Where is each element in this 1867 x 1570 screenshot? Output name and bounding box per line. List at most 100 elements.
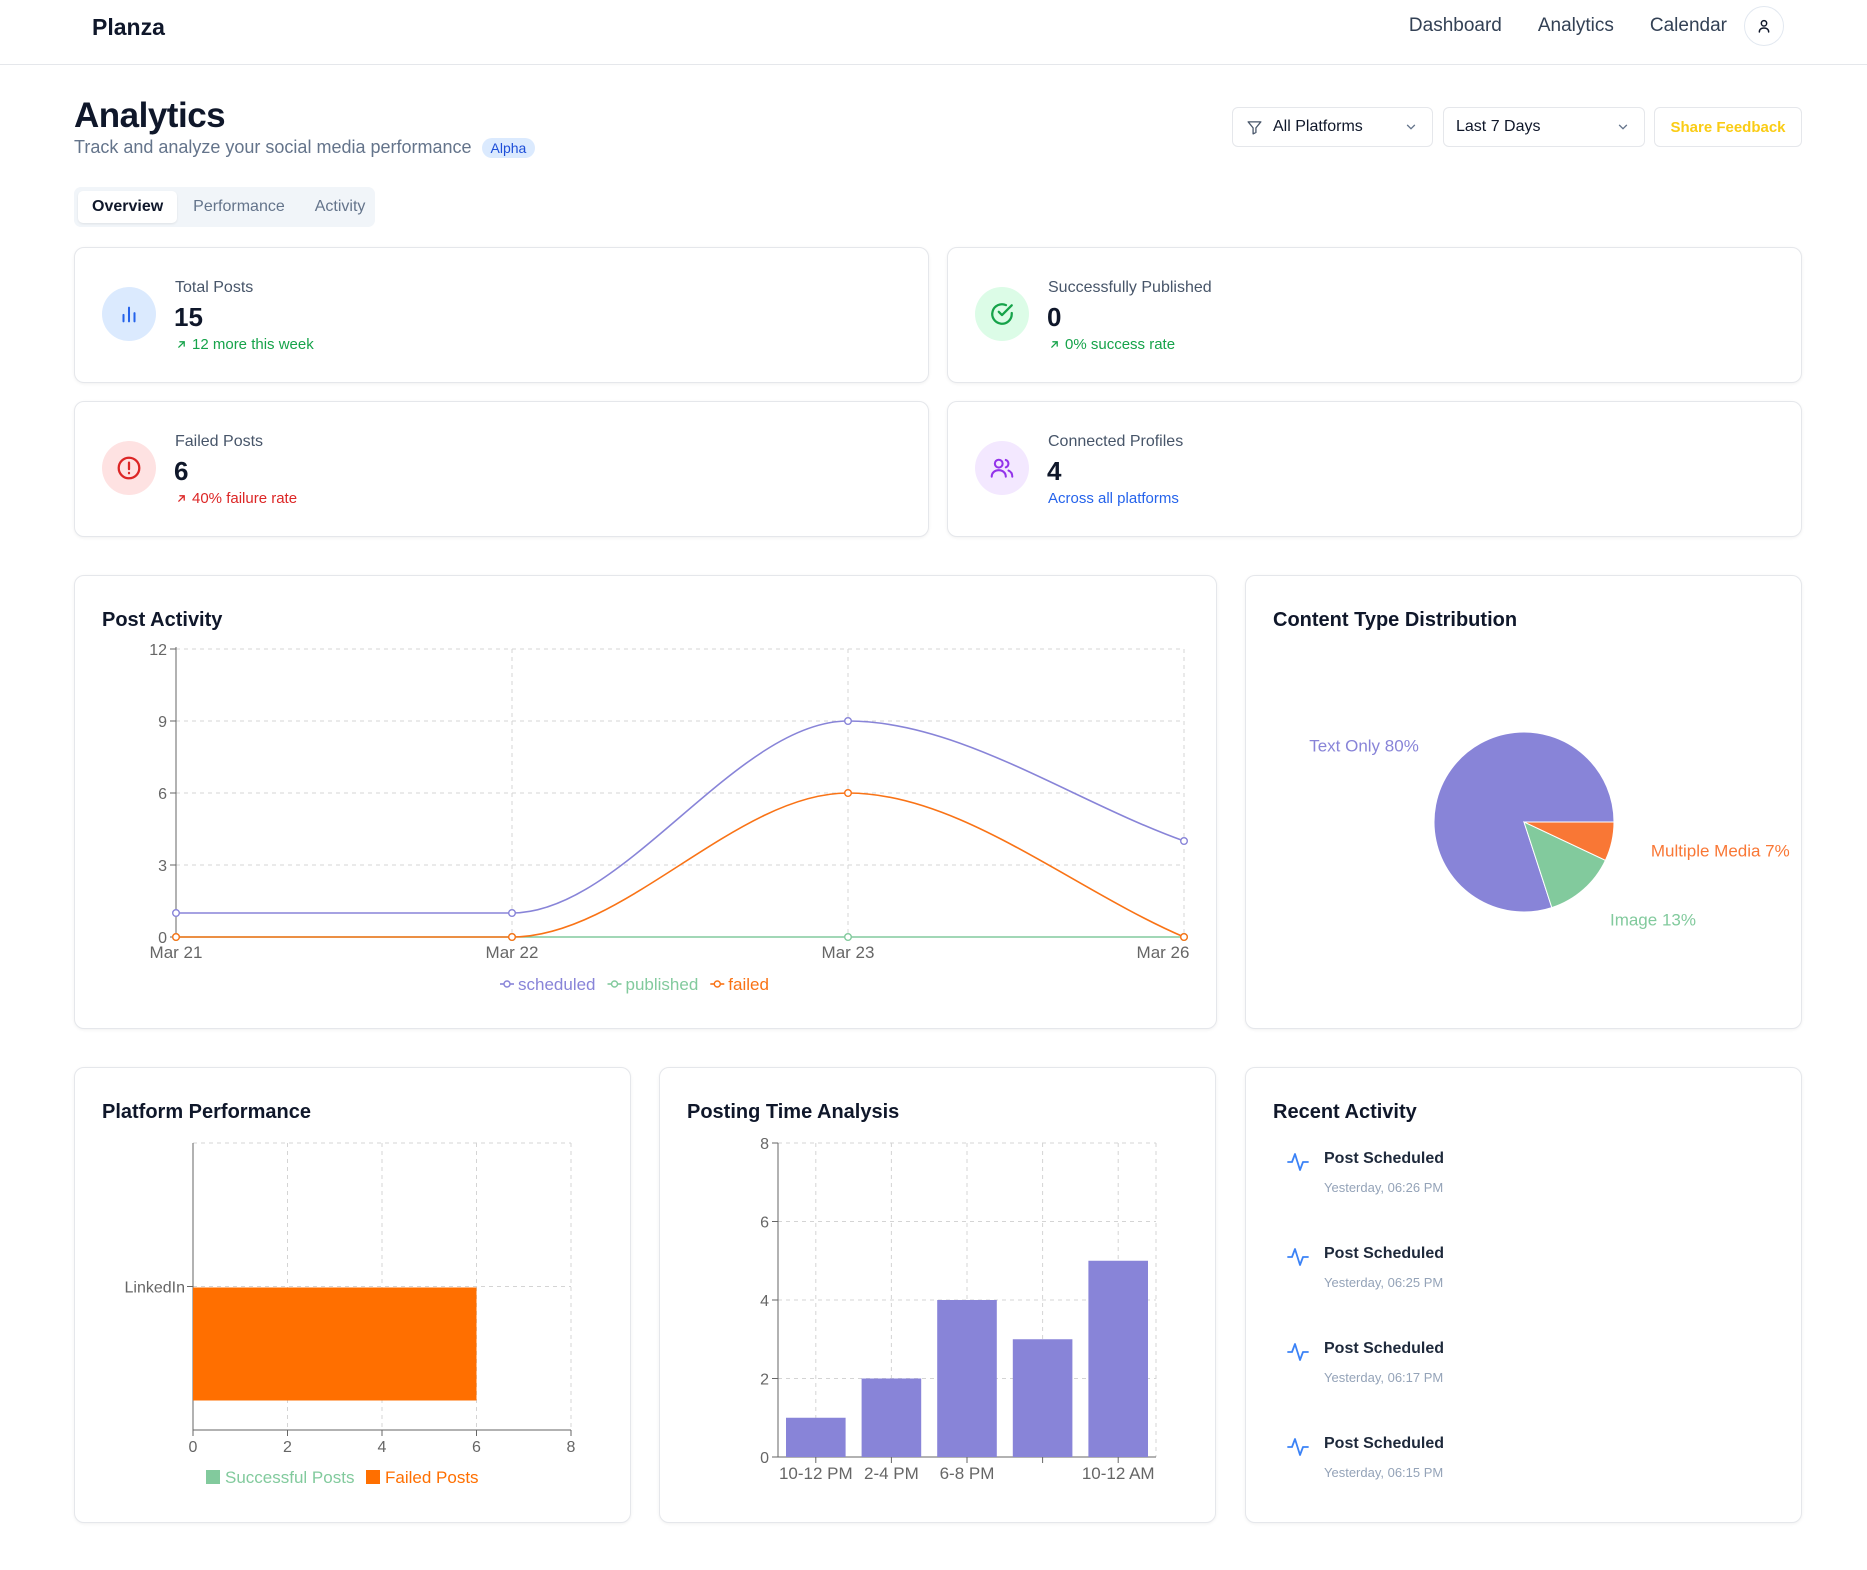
y-tick-label: 4 bbox=[760, 1293, 769, 1310]
legend-label-scheduled: scheduled bbox=[518, 975, 596, 994]
activity-title: Post Scheduled bbox=[1324, 1150, 1445, 1167]
x-tick-label: 10-12 AM bbox=[1082, 1464, 1155, 1483]
chevron-down-icon bbox=[1406, 124, 1416, 130]
alpha-badge: Alpha bbox=[481, 137, 536, 158]
stat-trend-text: 40% failure rate bbox=[192, 490, 298, 507]
bar-posting-time bbox=[937, 1300, 997, 1457]
activity-title: Post Scheduled bbox=[1324, 1340, 1445, 1357]
legend-marker-failed bbox=[713, 980, 721, 988]
x-tick-label: Mar 21 bbox=[150, 943, 203, 962]
content-type-card: Content Type Distribution Text Only 80% I… bbox=[1245, 575, 1802, 1029]
posting-time-card: Posting Time Analysis 0 2 4 6 8 10-12 PM 2-4 P… bbox=[659, 1067, 1216, 1523]
icon-badge bbox=[102, 287, 156, 341]
analytics-tabs: Overview Performance Activity bbox=[74, 187, 375, 227]
data-point-scheduled bbox=[844, 716, 853, 725]
nav-link-calendar[interactable]: Calendar bbox=[1649, 15, 1727, 36]
nav-links: Dashboard Analytics Calendar bbox=[1409, 15, 1727, 37]
x-tick-label: 10-12 PM bbox=[779, 1464, 853, 1483]
arrow-up-right-icon bbox=[178, 495, 185, 502]
users-icon bbox=[990, 458, 1014, 478]
tab-activity[interactable]: Activity bbox=[314, 198, 366, 215]
bar-chart-icon bbox=[122, 306, 136, 323]
legend-swatch bbox=[366, 1470, 380, 1484]
date-range-select[interactable]: Last 7 Days bbox=[1443, 107, 1645, 147]
stat-label: Connected Profiles bbox=[1048, 433, 1184, 450]
icon-badge bbox=[975, 287, 1029, 341]
share-feedback-button[interactable]: Share Feedback bbox=[1654, 107, 1802, 147]
activity-time: Yesterday, 06:26 PM bbox=[1324, 1180, 1444, 1195]
series-line-scheduled bbox=[175, 720, 1185, 914]
series-line-failed bbox=[176, 792, 1185, 938]
alert-circle-icon bbox=[117, 456, 141, 480]
bar-failed-posts bbox=[193, 1287, 477, 1401]
activity-time: Yesterday, 06:15 PM bbox=[1324, 1465, 1444, 1480]
legend-label-failed: failed bbox=[728, 975, 769, 994]
activity-pulse-icon bbox=[1287, 1438, 1309, 1456]
data-point-scheduled bbox=[508, 909, 517, 918]
stat-card-profiles: Connected Profiles 4 Across all platform… bbox=[947, 401, 1802, 537]
data-point-failed bbox=[844, 788, 853, 797]
stat-value: 0 bbox=[1047, 302, 1062, 332]
x-tick-label: Mar 22 bbox=[486, 943, 539, 962]
platform-performance-chart: 0 2 4 6 8 LinkedIn Successful Posts Failed Post… bbox=[125, 1142, 576, 1487]
stat-sub-text-value: Across all platforms bbox=[1048, 490, 1179, 507]
platform-select[interactable]: All Platforms bbox=[1232, 107, 1433, 147]
data-point-failed bbox=[171, 933, 180, 942]
y-tick-label: 12 bbox=[149, 642, 167, 659]
card-title: Recent Activity bbox=[1273, 1101, 1417, 1123]
x-tick-label: 4 bbox=[378, 1439, 387, 1456]
data-point-failed bbox=[1179, 933, 1188, 942]
bar-posting-time bbox=[1088, 1260, 1148, 1457]
y-tick-label: 0 bbox=[158, 930, 167, 947]
x-tick-label: Mar 23 bbox=[822, 943, 875, 962]
brand-logo[interactable]: Planza bbox=[92, 14, 165, 40]
stat-sub-text: Across all platforms bbox=[1048, 490, 1179, 507]
posting-time-chart: 0 2 4 6 8 10-12 PM 2-4 PM 6-8 PM 10-12 AM bbox=[760, 1136, 1157, 1483]
x-tick-label: 0 bbox=[189, 1439, 198, 1456]
activity-title: Post Scheduled bbox=[1324, 1435, 1445, 1452]
activity-title: Post Scheduled bbox=[1324, 1245, 1445, 1262]
chevron-down-icon bbox=[1618, 124, 1628, 130]
x-tick-label: 2 bbox=[283, 1439, 292, 1456]
stat-card-failed: Failed Posts 6 40% failure rate bbox=[74, 401, 929, 537]
y-tick-label: 6 bbox=[158, 786, 167, 803]
legend-label: Failed Posts bbox=[385, 1468, 479, 1487]
tab-performance[interactable]: Performance bbox=[193, 198, 285, 215]
y-tick-label: 3 bbox=[158, 858, 167, 875]
y-tick-label: 9 bbox=[158, 714, 167, 731]
arrow-up-right-icon bbox=[1051, 341, 1058, 348]
activity-time: Yesterday, 06:25 PM bbox=[1324, 1275, 1444, 1290]
y-tick-label: 8 bbox=[760, 1136, 769, 1153]
activity-pulse-icon bbox=[1287, 1343, 1309, 1361]
x-tick-label: 6 bbox=[472, 1439, 481, 1456]
nav-link-analytics[interactable]: Analytics bbox=[1537, 15, 1614, 36]
card-title: Post Activity bbox=[102, 609, 223, 631]
stat-value: 15 bbox=[174, 302, 203, 332]
pie-label-text-only: Text Only 80% bbox=[1309, 737, 1419, 756]
post-activity-card: Post Activity 0 3 6 9 12 Mar 21 Mar 22 Mar 23 Ma… bbox=[74, 575, 1217, 1029]
check-circle-icon bbox=[991, 303, 1013, 325]
y-tick-label: LinkedIn bbox=[125, 1280, 186, 1297]
pie-label-multiple-media: Multiple Media 7% bbox=[1651, 841, 1790, 860]
bar-posting-time bbox=[786, 1417, 846, 1457]
stat-trend-text: 12 more this week bbox=[192, 336, 314, 353]
stat-trend: 12 more this week bbox=[175, 336, 314, 353]
stat-card-total-posts: Total Posts 15 12 more this week bbox=[74, 247, 929, 383]
tab-overview[interactable]: Overview bbox=[78, 191, 178, 223]
x-tick-label: 2-4 PM bbox=[864, 1464, 919, 1483]
recent-activity-card: Recent Activity Post Scheduled Yesterday,… bbox=[1245, 1067, 1802, 1523]
icon-badge bbox=[102, 441, 156, 495]
card-title: Posting Time Analysis bbox=[687, 1101, 900, 1123]
nav-link-dashboard[interactable]: Dashboard bbox=[1408, 15, 1502, 36]
post-activity-chart: 0 3 6 9 12 Mar 21 Mar 22 Mar 23 Mar 26 scheduled p… bbox=[149, 642, 1189, 994]
bar-posting-time bbox=[1012, 1339, 1073, 1457]
stat-value: 6 bbox=[174, 456, 189, 486]
pie-label-image: Image 13% bbox=[1610, 911, 1696, 930]
x-tick-label: 8 bbox=[567, 1439, 576, 1456]
legend-label-published: published bbox=[626, 975, 699, 994]
legend-marker-scheduled bbox=[503, 980, 511, 988]
user-avatar-button[interactable] bbox=[1744, 6, 1784, 46]
legend-swatch bbox=[206, 1470, 220, 1484]
stat-value: 4 bbox=[1047, 456, 1062, 486]
activity-pulse-icon bbox=[1287, 1153, 1309, 1171]
